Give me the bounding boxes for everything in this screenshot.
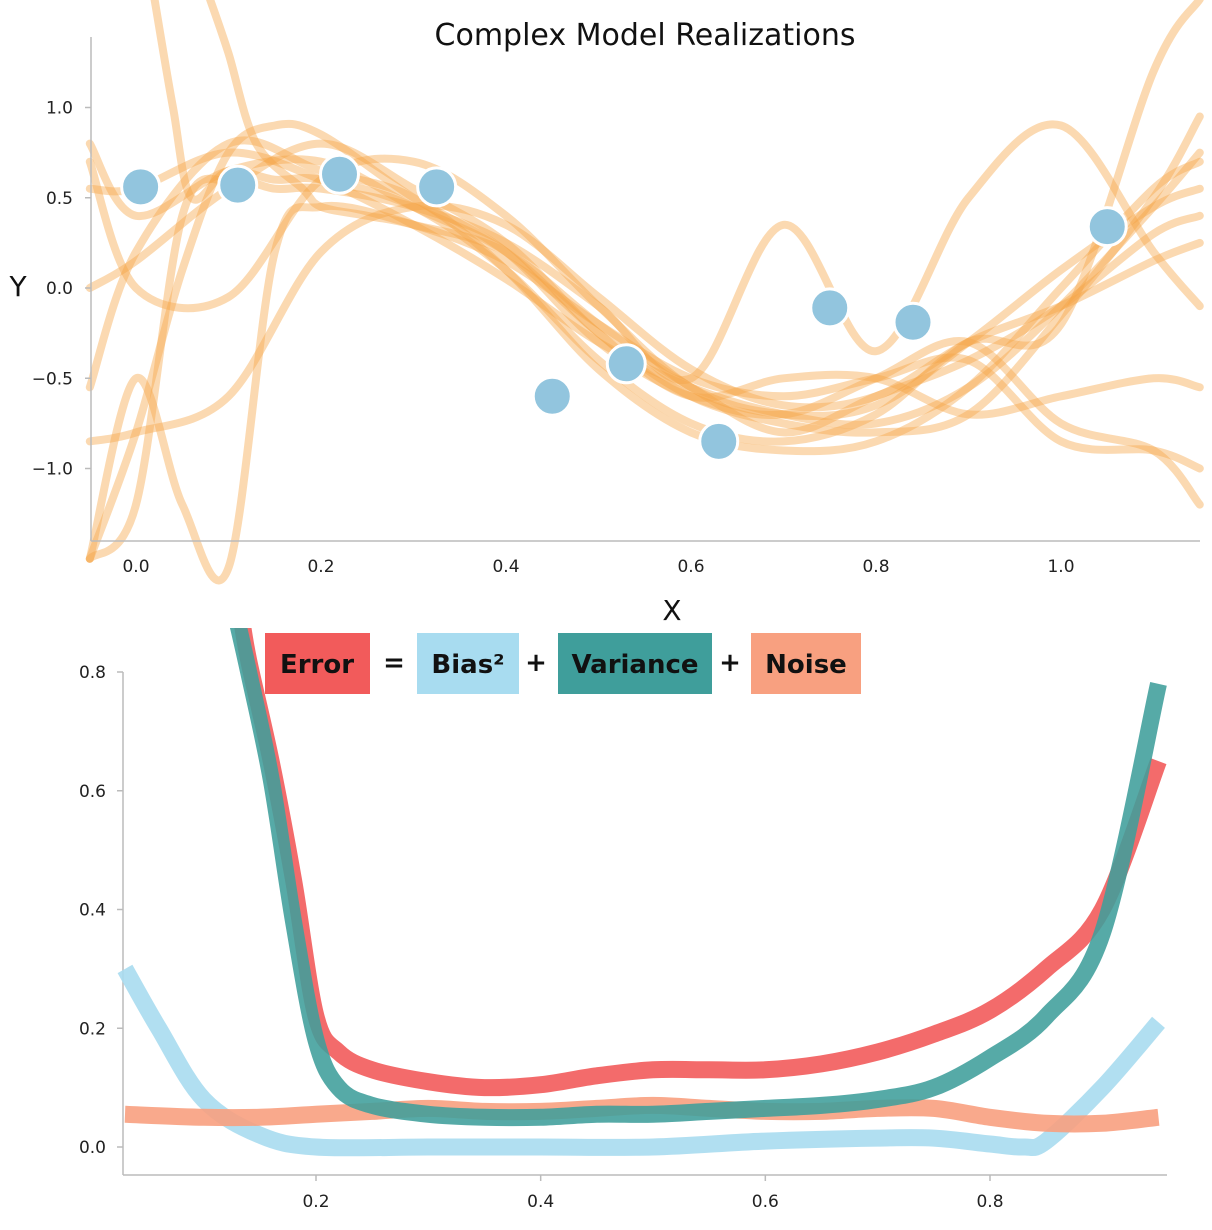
y-tick-label: 1.0	[46, 99, 73, 119]
top-y-axis-title: Y	[8, 270, 27, 303]
y-tick-label: −1.0	[32, 460, 73, 480]
decomposition-lines	[117, 628, 1167, 1157]
realization-line	[85, 154, 1204, 421]
y-tick-label: 0.8	[79, 663, 106, 683]
data-point	[531, 375, 573, 417]
bottom-x-ticks: 0.2 0.4 0.6 0.8	[302, 1175, 1004, 1212]
legend-error-swatch	[265, 633, 370, 694]
x-tick-label: 0.8	[862, 557, 889, 577]
data-point	[892, 301, 934, 343]
legend-bias-label: Bias²	[431, 650, 504, 680]
bottom-y-ticks: 0.8 0.6 0.4 0.2 0.0	[79, 663, 123, 1158]
x-tick-label: 0.8	[976, 1192, 1003, 1212]
x-tick-label: 0.0	[122, 557, 149, 577]
x-tick-label: 0.2	[307, 557, 334, 577]
top-chart: Complex Model Realizations 0.0 0.2 0.4 0.6 0…	[8, 0, 1204, 627]
y-tick-label: 0.2	[79, 1019, 106, 1039]
realization-line	[150, 0, 1204, 446]
data-point	[217, 164, 259, 206]
y-tick-label: 0.6	[79, 782, 106, 802]
data-point	[698, 420, 740, 462]
legend-equals-sign: =	[383, 648, 405, 678]
data-point	[605, 343, 647, 385]
top-x-axis-title: X	[662, 594, 681, 627]
bottom-chart: 0.2 0.4 0.6 0.8 0.8 0.6 0.4 0.2 0.0 Error = Bia…	[79, 628, 1167, 1212]
legend-equation: Error = Bias² + Variance + Noise	[265, 633, 861, 694]
legend-bias-swatch	[417, 633, 519, 694]
series-line-noise	[124, 1096, 1160, 1133]
realization-line	[85, 148, 1204, 429]
x-tick-label: 0.4	[492, 557, 519, 577]
data-point	[809, 287, 851, 329]
y-tick-label: 0.0	[46, 279, 73, 299]
y-tick-label: −0.5	[32, 369, 73, 389]
top-x-ticks: 0.0 0.2 0.4 0.6 0.8 1.0	[122, 557, 1074, 577]
y-tick-label: 0.0	[79, 1138, 106, 1158]
legend-noise-swatch	[751, 633, 861, 694]
data-point	[319, 153, 360, 195]
x-tick-label: 0.6	[677, 557, 704, 577]
legend-error-label: Error	[280, 650, 354, 680]
legend-noise-label: Noise	[765, 650, 847, 680]
realization-line	[85, 120, 1204, 563]
realization-line	[85, 201, 1204, 446]
x-tick-label: 0.2	[302, 1192, 329, 1212]
data-point	[120, 166, 162, 208]
realization-line	[206, 0, 1204, 437]
legend-plus-sign-2: +	[719, 648, 741, 678]
legend-plus-sign-1: +	[525, 648, 547, 678]
top-y-ticks: 1.0 0.5 0.0 −0.5 −1.0	[32, 99, 91, 480]
series-line-variance	[229, 628, 1167, 1127]
x-tick-label: 1.0	[1047, 557, 1074, 577]
realization-line	[85, 119, 1204, 563]
top-chart-title: Complex Model Realizations	[435, 18, 856, 53]
legend-variance-label: Variance	[571, 650, 698, 680]
training-points	[120, 153, 1128, 462]
data-point	[1086, 206, 1128, 248]
y-tick-label: 0.5	[46, 189, 73, 209]
x-tick-label: 0.6	[752, 1192, 779, 1212]
data-point	[416, 166, 458, 208]
legend-variance-swatch	[558, 633, 712, 694]
realization-line	[85, 201, 1204, 585]
realization-lines	[85, 0, 1204, 585]
x-tick-label: 0.4	[527, 1192, 554, 1212]
y-tick-label: 0.4	[79, 901, 106, 921]
realization-line	[85, 136, 1204, 456]
